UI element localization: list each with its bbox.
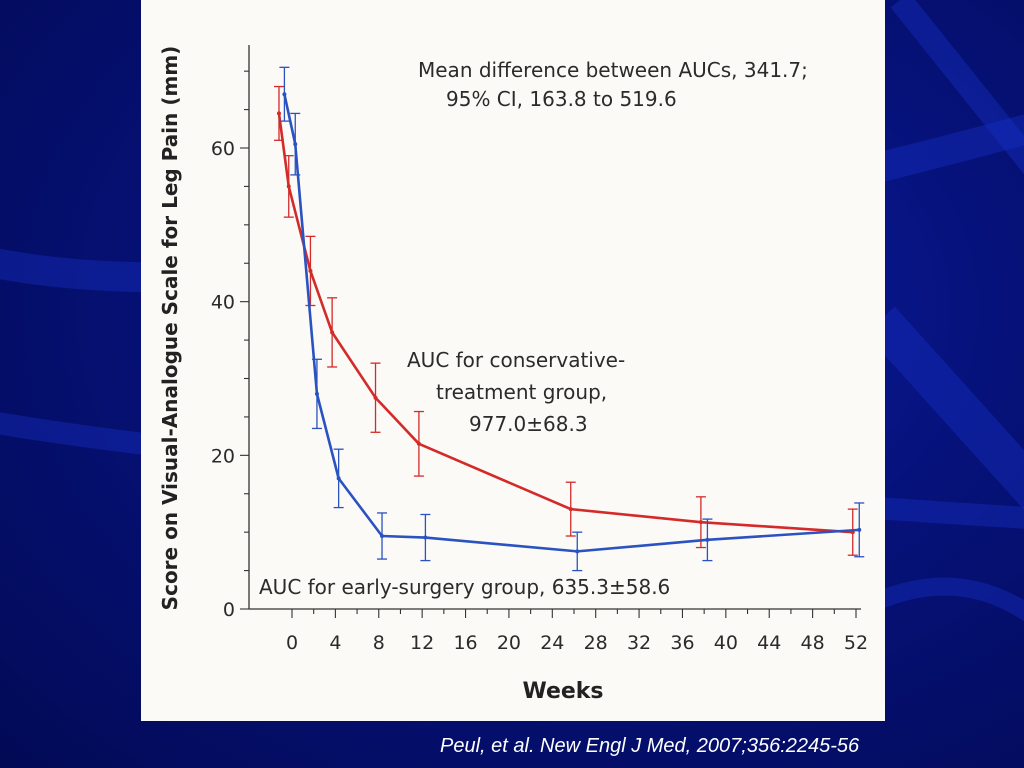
x-tick-label: 36 — [670, 632, 694, 654]
data-point — [276, 111, 281, 116]
data-point — [336, 476, 341, 481]
y-tick-label: 20 — [211, 445, 235, 467]
data-point — [705, 537, 710, 542]
figure-panel: 0 20 40 60 0 4 8 12 16 20 24 28 32 36 40 44 48 52 Score o… — [141, 0, 885, 721]
data-point — [286, 184, 291, 189]
annotation-conservative-line1: AUC for conservative- — [407, 348, 625, 372]
x-tick-label: 52 — [844, 632, 868, 654]
x-tick-label: 16 — [453, 632, 477, 654]
data-point — [373, 395, 378, 400]
chart-series-layer — [273, 66, 865, 572]
data-point — [282, 92, 287, 97]
series-early-surgery — [279, 66, 865, 572]
data-point — [308, 268, 313, 273]
x-tick-label: 12 — [410, 632, 434, 654]
data-point — [380, 534, 385, 539]
x-tick-label: 0 — [286, 632, 298, 654]
data-point — [330, 330, 335, 335]
series-line — [277, 113, 853, 534]
data-point — [575, 549, 580, 554]
data-point — [416, 441, 421, 446]
x-tick-label: 48 — [801, 632, 825, 654]
data-point — [857, 527, 862, 532]
data-point — [698, 520, 703, 525]
y-tick-label: 0 — [223, 599, 235, 621]
annotation-conservative-line2: treatment group, — [436, 380, 607, 404]
y-tick-label: 40 — [211, 292, 235, 314]
x-axis-label: Weeks — [522, 679, 603, 704]
x-tick-label: 44 — [757, 632, 781, 654]
data-point — [568, 507, 573, 512]
chart-text-layer: Score on Visual-Analogue Scale for Leg P… — [158, 46, 808, 704]
citation: Peul, et al. New Engl J Med, 2007;356:22… — [440, 735, 860, 757]
data-point — [423, 535, 428, 540]
annotation-surgery: AUC for early-surgery group, 635.3±58.6 — [259, 575, 670, 599]
x-tick-label: 32 — [627, 632, 651, 654]
x-tick-label: 28 — [584, 632, 608, 654]
annotation-mean-difference-line1: Mean difference between AUCs, 341.7; — [418, 58, 808, 82]
y-tick-label: 60 — [211, 138, 235, 160]
x-tick-label: 40 — [714, 632, 738, 654]
x-tick-label: 24 — [540, 632, 564, 654]
x-tick-label: 20 — [497, 632, 521, 654]
annotation-mean-difference-line2: 95% CI, 163.8 to 519.6 — [446, 87, 677, 111]
data-point — [293, 142, 298, 147]
series-conservative — [273, 85, 858, 556]
x-tick-label: 8 — [373, 632, 385, 654]
x-tick-label: 4 — [329, 632, 341, 654]
annotation-conservative-line3: 977.0±68.3 — [469, 412, 588, 436]
data-point — [314, 391, 319, 396]
y-axis-label: Score on Visual-Analogue Scale for Leg P… — [158, 46, 182, 611]
